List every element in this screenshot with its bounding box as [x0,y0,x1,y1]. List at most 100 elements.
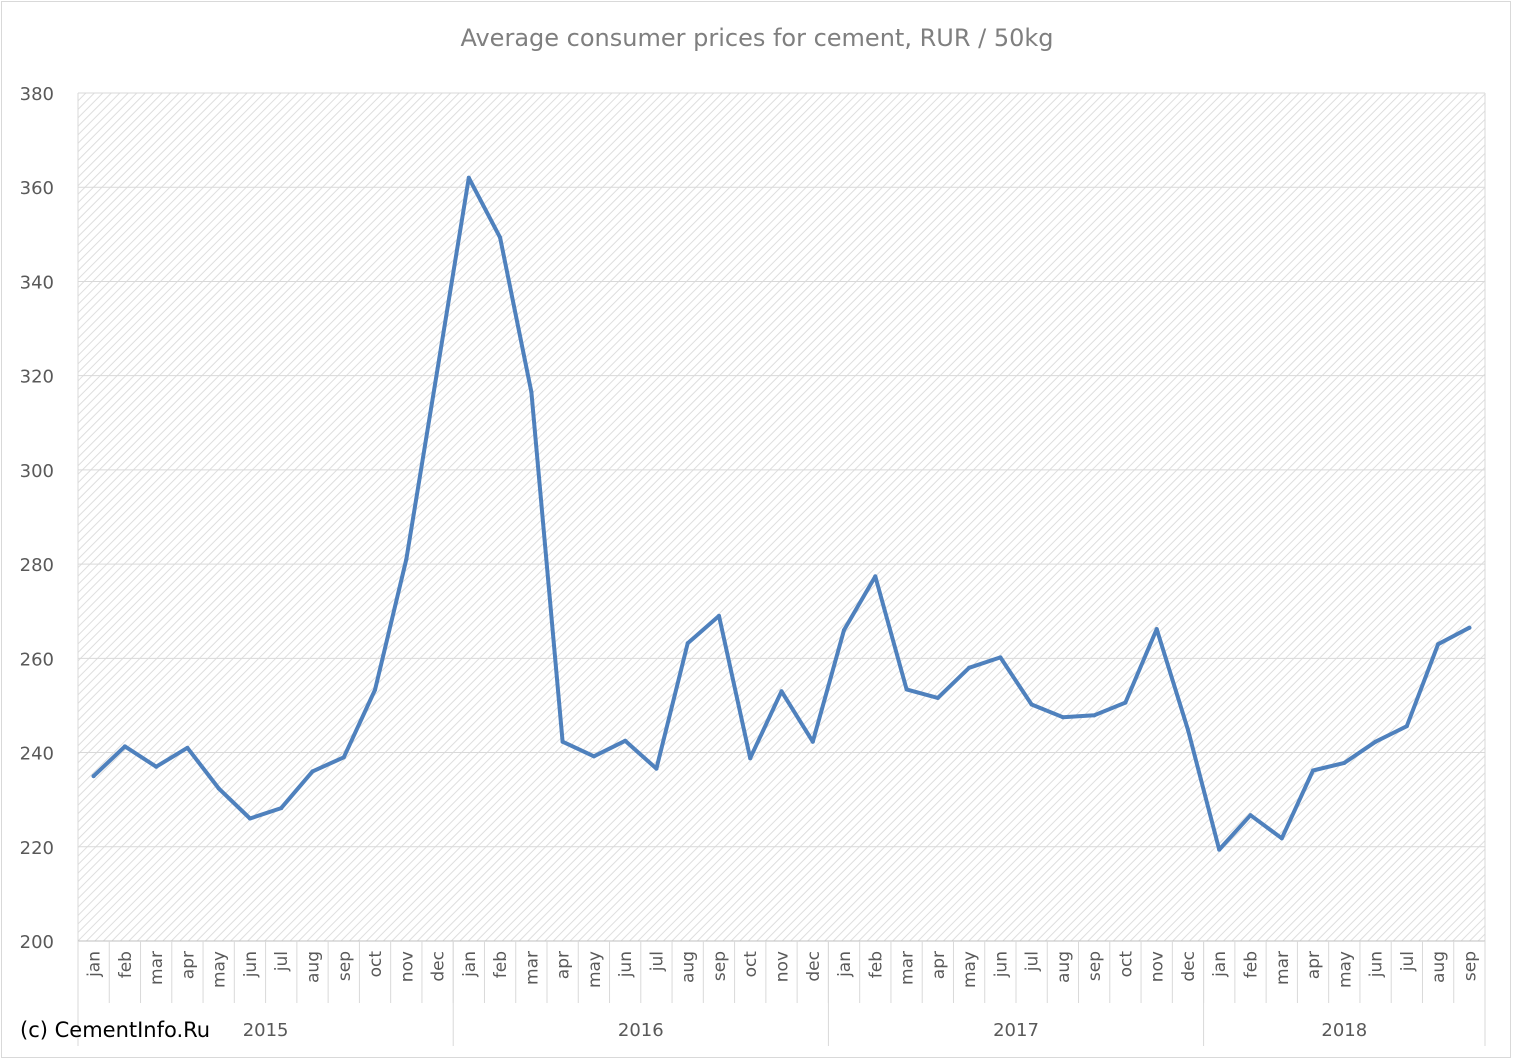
data-point [904,687,909,692]
x-tick-label: apr [554,951,574,979]
data-point [1311,768,1316,773]
data-point [1436,642,1441,647]
year-group-label: 2018 [1321,1020,1367,1041]
data-point [1154,627,1159,632]
series-layer [91,175,1472,852]
data-point [779,689,784,694]
data-point [1467,625,1472,630]
data-point [529,390,534,395]
x-tick-label: may [960,951,980,988]
data-point [1404,724,1409,729]
x-tick-label: aug [679,951,699,983]
x-tick-label: feb [116,951,136,978]
x-tick-label: jun [616,951,636,978]
x-tick-label: may [585,951,605,988]
x-tick-label: jul [1398,951,1418,972]
x-tick-label: jan [1210,951,1230,978]
data-point [1060,715,1065,720]
data-point [935,695,940,700]
x-tick-label: feb [1242,951,1262,978]
x-tick-label: jun [1367,951,1387,978]
y-tick-label: 280 [20,555,54,576]
x-tick-label: jul [647,951,667,972]
data-point [1373,739,1378,744]
data-point [654,766,659,771]
x-tick-label: nov [773,951,793,982]
x-tick-label: dec [804,951,824,982]
data-point [623,738,628,743]
year-group-label: 2015 [243,1020,289,1041]
gridlines [77,92,1486,941]
data-point [873,574,878,579]
data-point [1029,702,1034,707]
data-point [560,739,565,744]
x-tick-label: dec [429,951,449,982]
y-tick-label: 380 [20,84,54,105]
data-point [716,613,721,618]
x-tick-label: mar [522,951,542,985]
x-tick-label: mar [1273,951,1293,985]
x-tick-label: nov [397,951,417,982]
x-tick-label: nov [1148,951,1168,982]
data-point [404,557,409,562]
data-point [1342,760,1347,765]
year-group-label: 2017 [993,1020,1039,1041]
data-point [1279,836,1284,841]
y-tick-label: 360 [20,178,54,199]
y-tick-label: 200 [20,932,54,953]
x-tick-label: mar [898,951,918,985]
x-tick-label: apr [929,951,949,979]
data-point [279,806,284,811]
data-point [1123,700,1128,705]
x-tick-label: aug [1054,951,1074,983]
x-tick-label: apr [178,951,198,979]
x-tick-label: apr [1304,951,1324,979]
y-tick-label: 320 [20,367,54,388]
x-tick-label: oct [741,951,761,978]
x-tick-label: may [1335,951,1355,988]
data-point [1217,847,1222,852]
data-point [685,641,690,646]
x-tick-label: jan [835,951,855,978]
chart-title: Average consumer prices for cement, RUR … [460,24,1054,52]
x-tick-label: jun [241,951,261,978]
data-point [1185,727,1190,732]
x-tick-label: oct [366,951,386,978]
y-tick-label: 240 [20,744,54,765]
data-point [466,175,471,180]
data-point [842,628,847,633]
data-point [998,655,1003,660]
y-tick-label: 340 [20,272,54,293]
data-point [967,665,972,670]
data-point [185,745,190,750]
x-tick-label: aug [304,951,324,983]
x-tick-label: sep [335,951,355,981]
y-tick-label: 220 [20,838,54,859]
data-point [810,739,815,744]
x-tick-label: sep [1085,951,1105,981]
x-tick-label: feb [866,951,886,978]
y-tick-label: 300 [20,461,54,482]
x-tick-label: oct [1116,951,1136,978]
data-point [1092,713,1097,718]
x-tick-label: jul [1023,951,1043,972]
data-point [154,764,159,769]
x-tick-label: mar [147,951,167,985]
x-tick-label: dec [1179,951,1199,982]
x-tick-label: feb [491,951,511,978]
plot-area [78,93,1485,941]
data-point [498,235,503,240]
x-tick-label: jul [272,951,292,972]
x-tick-label: jan [85,951,105,978]
x-tick-label: sep [1460,951,1480,981]
data-point [91,774,96,779]
year-group-label: 2016 [618,1020,664,1041]
data-point [216,786,221,791]
data-point [748,756,753,761]
data-point [310,769,315,774]
x-axis: jan feb mar apr may jun jul aug sep oct nov dec jan f… [77,940,1486,1046]
data-point [435,366,440,371]
data-point [1248,813,1253,818]
x-tick-label: aug [1429,951,1449,983]
